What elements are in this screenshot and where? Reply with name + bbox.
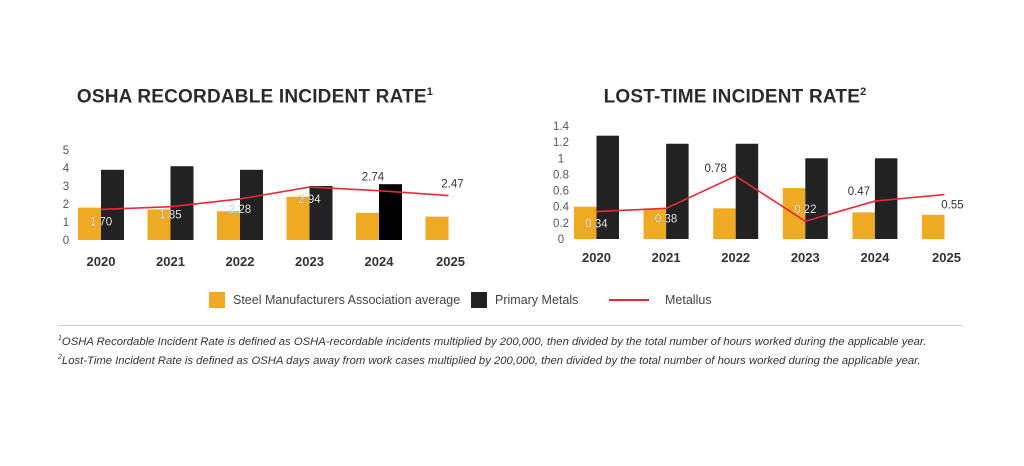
footnote-mark: 1: [58, 335, 62, 342]
bar-sma: [643, 208, 667, 239]
y-tick-label: 0.4: [553, 202, 570, 214]
bar-sma: [147, 209, 171, 240]
bar-sma: [356, 213, 379, 240]
data-label-metallus: 0.34: [585, 219, 608, 231]
y-tick-label: 0: [558, 234, 564, 246]
y-tick-label: 4: [63, 163, 70, 175]
x-tick-label: 2021: [156, 254, 185, 269]
title-sup: 2: [860, 86, 867, 98]
legend-primary: Primary Metals: [471, 292, 578, 308]
x-tick-label: 2023: [295, 254, 324, 269]
line-metallus: [100, 186, 449, 211]
legend-label: Steel Manufacturers Association average: [233, 293, 461, 307]
legend-label: Metallus: [665, 293, 712, 307]
footnote-2: 2Lost-Time Incident Rate is defined as O…: [58, 354, 921, 367]
chart-title-osha: OSHA RECORDABLE INCIDENT RATE1: [35, 86, 475, 108]
bar-sma: [78, 207, 101, 240]
y-tick-label: 0.6: [553, 186, 569, 198]
bar-sma: [574, 206, 597, 239]
y-tick-label: 0.2: [553, 218, 569, 230]
title-text: OSHA RECORDABLE INCIDENT RATE: [76, 86, 427, 108]
bar-sma: [217, 211, 240, 240]
data-label-metallus: 2.28: [229, 204, 251, 216]
data-label-metallus: 1.85: [159, 210, 181, 222]
data-label-metallus: 2.47: [441, 179, 463, 191]
legend-label: Primary Metals: [495, 293, 579, 307]
x-tick-label: 2020: [582, 250, 611, 265]
x-tick-label: 2021: [652, 250, 681, 265]
y-tick-label: 0: [63, 235, 69, 247]
bar-primary-metals: [170, 166, 194, 240]
title-text: LOST-TIME INCIDENT RATE: [603, 86, 861, 108]
x-tick-label: 2022: [721, 250, 750, 265]
bar-primary-metals: [240, 169, 263, 240]
title-sup: 1: [426, 86, 434, 98]
bar-sma: [425, 216, 449, 240]
data-label-metallus: 2.74: [362, 172, 385, 184]
bar-sma: [713, 208, 736, 239]
legend-metallus: Metallus: [609, 293, 712, 307]
line-metallus: [596, 175, 945, 223]
y-tick-label: 0.8: [553, 169, 569, 181]
data-label-metallus: 1.70: [90, 216, 112, 228]
data-label-metallus: 0.22: [794, 204, 816, 216]
bar-sma: [922, 214, 945, 239]
divider: [58, 325, 962, 326]
y-tick-label: 1: [63, 217, 69, 229]
bar-primary-metals: [309, 186, 333, 240]
bar-primary-metals: [379, 184, 402, 240]
y-tick-label: 2: [63, 199, 69, 211]
x-tick-label: 2023: [791, 250, 820, 265]
y-tick-label: 5: [63, 145, 69, 157]
y-tick-label: 1.2: [553, 137, 569, 149]
data-label-metallus: 0.55: [941, 200, 963, 212]
y-tick-label: 3: [63, 181, 69, 193]
bar-primary-metals: [805, 158, 828, 239]
data-label-metallus: 0.38: [655, 213, 677, 225]
y-tick-label: 1.4: [553, 121, 570, 133]
data-label-metallus: 0.47: [848, 186, 870, 198]
x-tick-label: 2024: [860, 250, 890, 265]
data-label-metallus: 0.78: [705, 163, 727, 175]
bar-sma: [286, 196, 310, 240]
footnote-text: OSHA Recordable Incident Rate is defined…: [61, 335, 927, 348]
x-tick-label: 2024: [365, 254, 395, 269]
footnote-text: Lost-Time Incident Rate is defined as OS…: [61, 354, 921, 367]
bar-sma: [852, 212, 875, 239]
legend-sma: Steel Manufacturers Association average: [209, 292, 460, 308]
x-tick-label: 2022: [226, 254, 255, 269]
data-label-metallus: 2.94: [298, 194, 321, 206]
chart-title-lost-time: LOST-TIME INCIDENT RATE2: [515, 86, 955, 108]
bar-primary-metals: [596, 135, 619, 239]
bar-primary-metals: [735, 143, 759, 239]
footnote-mark: 2: [58, 354, 62, 361]
legend-swatch-sma: [209, 292, 225, 308]
footnote-1: 1OSHA Recordable Incident Rate is define…: [58, 335, 926, 348]
bar-primary-metals: [874, 158, 898, 239]
legend-line-metallus: [609, 299, 649, 301]
x-tick-label: 2025: [932, 250, 961, 265]
bar-primary-metals: [666, 143, 689, 239]
legend-swatch-primary: [471, 292, 487, 308]
bar-primary-metals: [101, 169, 124, 240]
x-tick-label: 2025: [436, 254, 465, 269]
y-tick-label: 1: [558, 153, 564, 165]
x-tick-label: 2020: [87, 254, 116, 269]
